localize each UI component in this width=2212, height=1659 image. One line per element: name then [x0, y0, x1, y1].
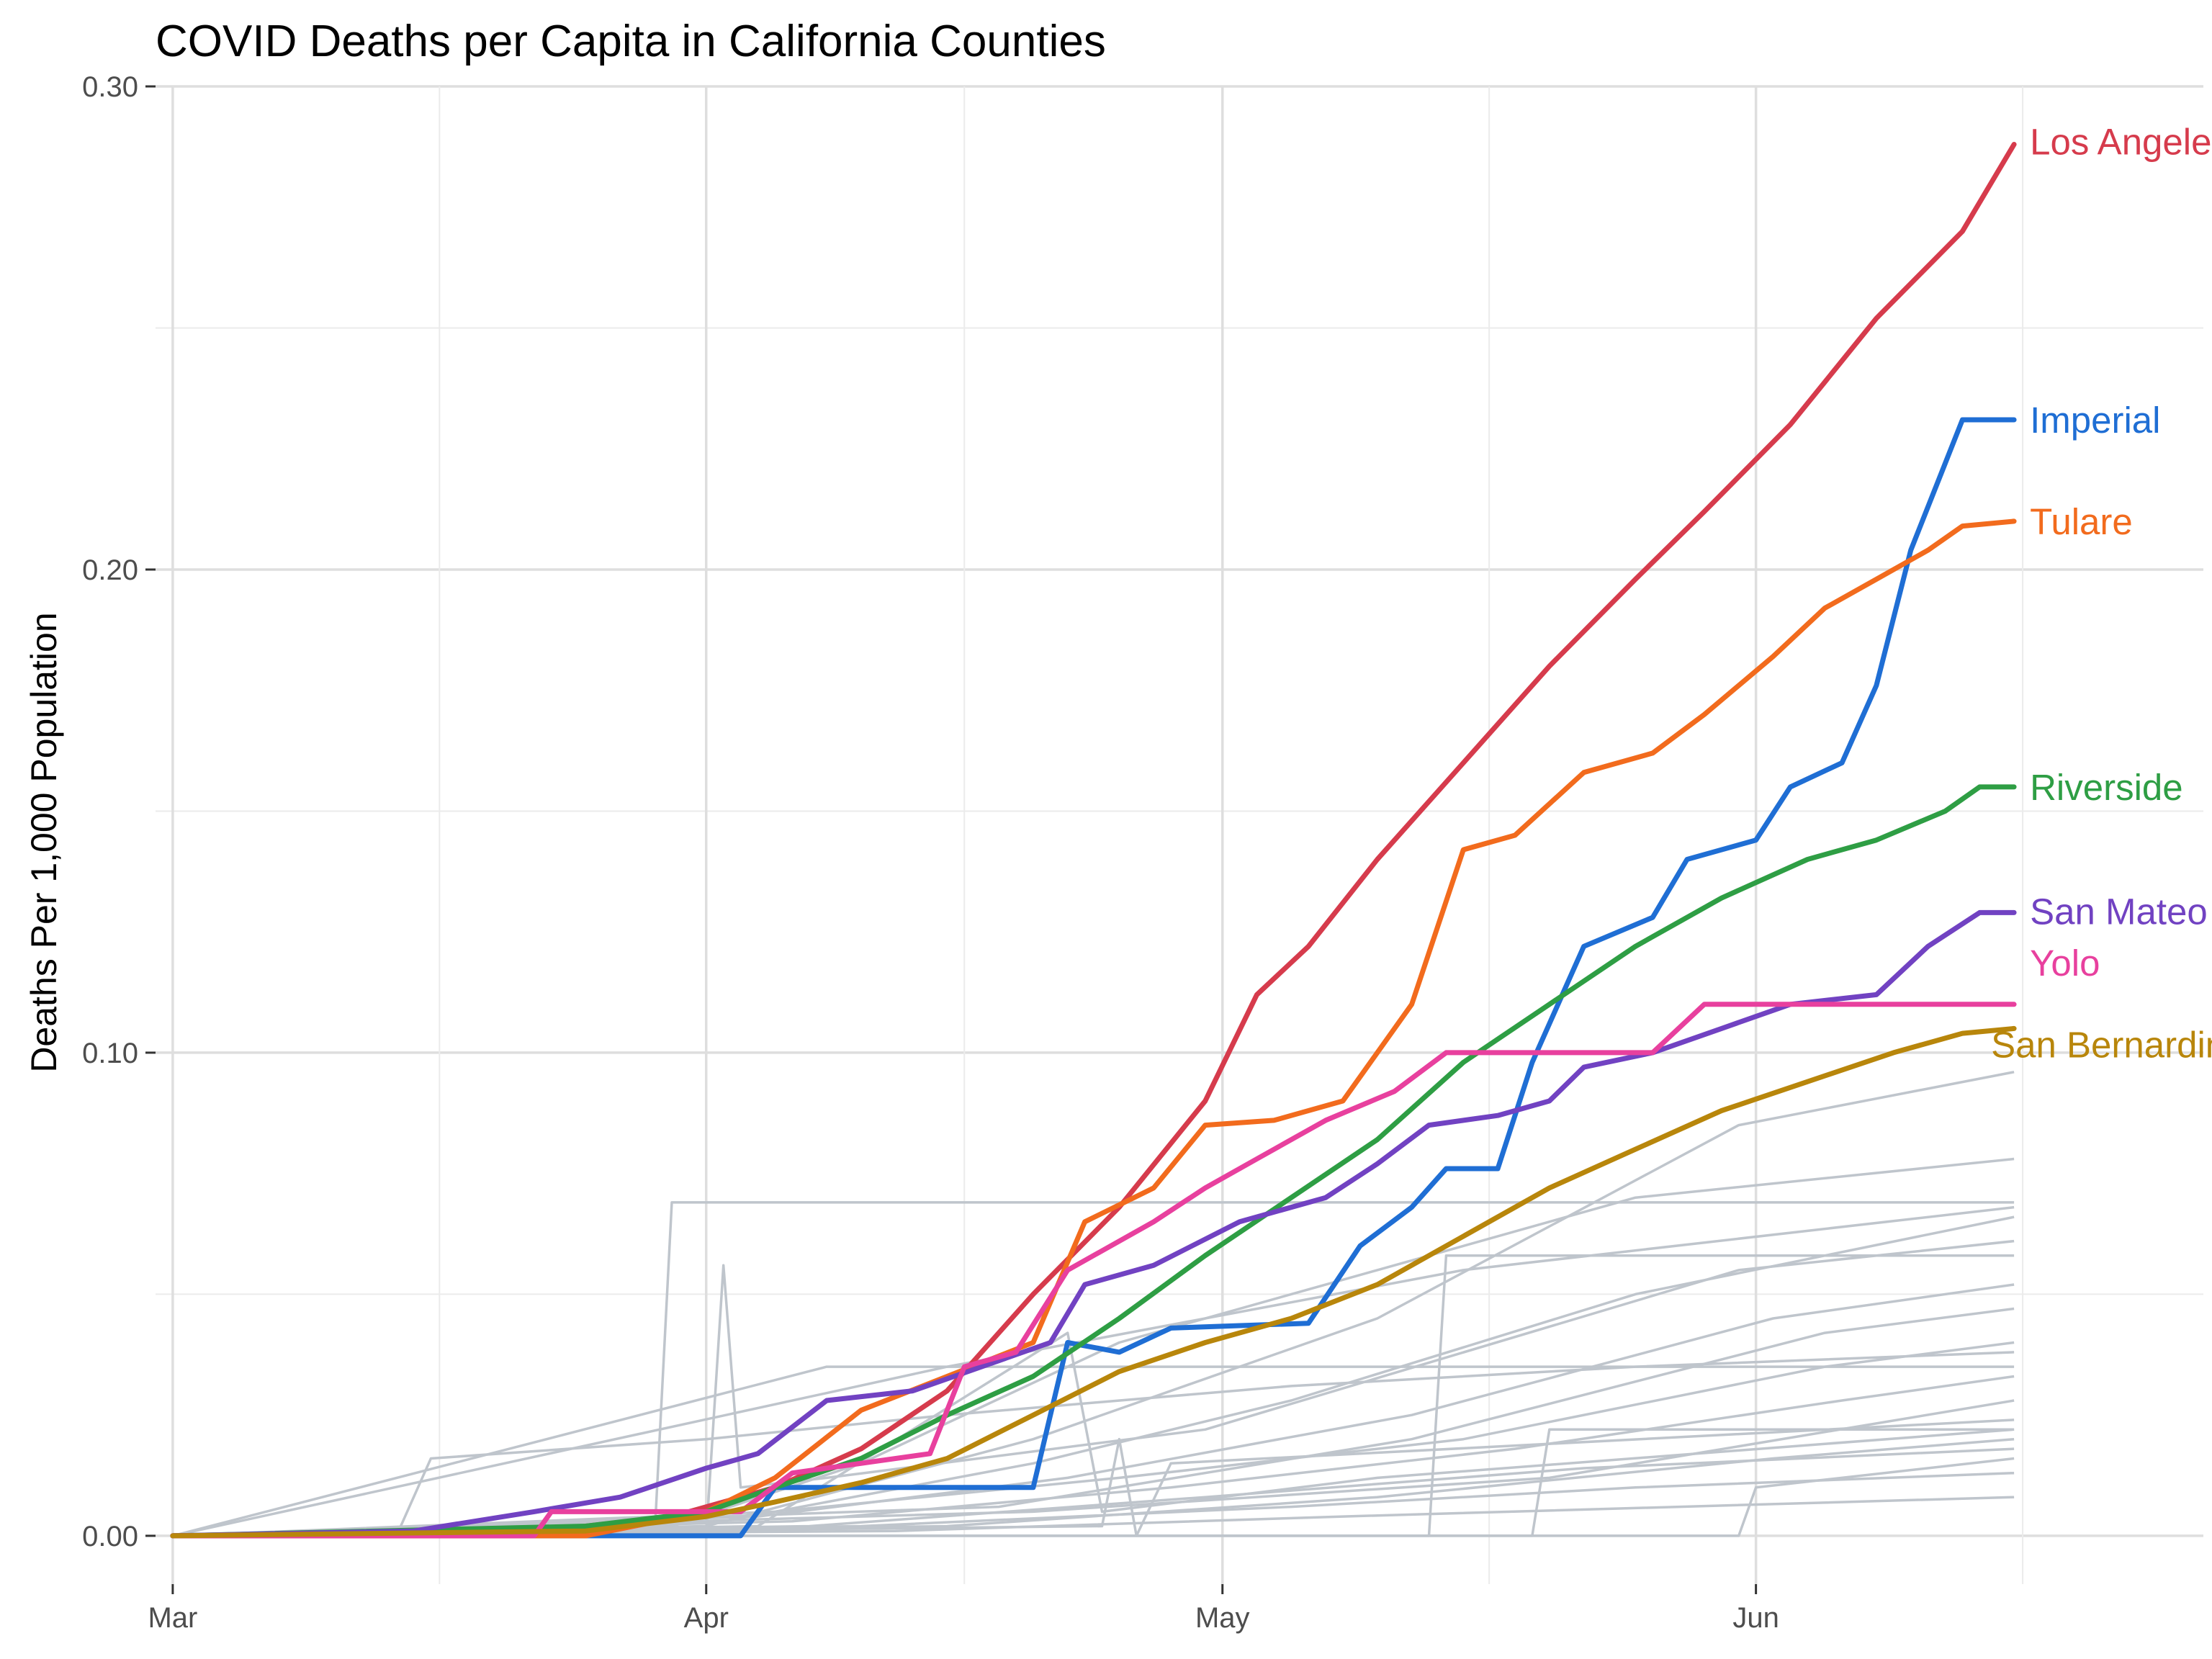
chart-title: COVID Deaths per Capita in California Co…: [156, 17, 1106, 66]
x-tick-label: Apr: [684, 1602, 729, 1634]
series-line-imperial: [170, 417, 2017, 1539]
series-line-yolo: [170, 1002, 2017, 1539]
series-labels: Los Angeles Imperial Tulare Riverside San Ma…: [1991, 122, 2212, 1066]
series-label-san-mateo: San Mateo: [2030, 891, 2208, 932]
series-label-imperial: Imperial: [2030, 400, 2160, 441]
background-series-line: [172, 1205, 2015, 1537]
x-tick-label: Jun: [1732, 1602, 1779, 1634]
series-label-riverside: Riverside: [2030, 767, 2183, 808]
series-label-tulare: Tulare: [2030, 501, 2133, 542]
series-label-los-angeles: Los Angeles: [2030, 122, 2212, 163]
background-series-line: [172, 1307, 2015, 1537]
background-series: [172, 1071, 2015, 1537]
y-axis-title: Deaths Per 1,000 Population: [24, 612, 64, 1072]
highlighted-series: [170, 142, 2017, 1539]
background-series-line: [172, 1365, 2015, 1537]
y-tick-label: 0.00: [82, 1521, 138, 1552]
series-line-san-mateo: [170, 909, 2017, 1539]
y-tick-label: 0.30: [82, 71, 138, 103]
x-tick-label: May: [1195, 1602, 1250, 1634]
series-line-tulare: [170, 518, 2017, 1539]
gridlines: [156, 85, 2203, 1584]
series-label-san-bernardino: San Bernardino: [1991, 1024, 2212, 1065]
axes: 0.00 0.10 0.20 0.30 Mar Apr May Jun: [82, 71, 1779, 1634]
background-series-line: [172, 1428, 2015, 1537]
series-label-yolo: Yolo: [2030, 943, 2100, 984]
x-tick-label: Mar: [148, 1602, 197, 1634]
series-line-san-bernardino: [170, 1025, 2017, 1539]
background-series-line: [172, 1375, 2015, 1537]
series-line-riverside: [170, 784, 2017, 1539]
y-tick-label: 0.20: [82, 554, 138, 586]
y-tick-label: 0.10: [82, 1038, 138, 1069]
